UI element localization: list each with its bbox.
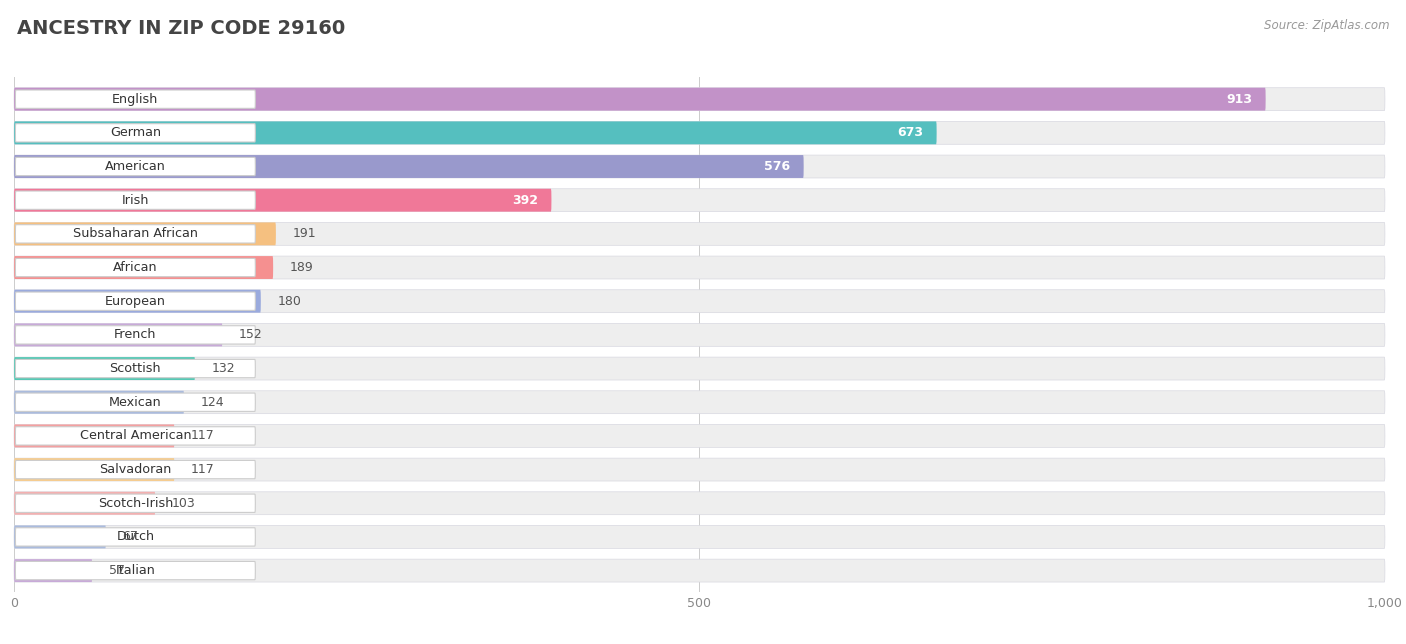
FancyBboxPatch shape: [14, 357, 195, 380]
FancyBboxPatch shape: [15, 225, 256, 243]
FancyBboxPatch shape: [15, 292, 256, 310]
FancyBboxPatch shape: [14, 189, 551, 212]
FancyBboxPatch shape: [14, 290, 262, 312]
FancyBboxPatch shape: [14, 391, 1385, 413]
Text: Italian: Italian: [115, 564, 155, 577]
Text: 913: 913: [1226, 93, 1251, 106]
FancyBboxPatch shape: [15, 191, 256, 209]
Text: Scottish: Scottish: [110, 362, 162, 375]
Text: Subsaharan African: Subsaharan African: [73, 227, 198, 240]
FancyBboxPatch shape: [14, 121, 1385, 144]
Text: ANCESTRY IN ZIP CODE 29160: ANCESTRY IN ZIP CODE 29160: [17, 19, 344, 39]
Text: 392: 392: [512, 194, 537, 207]
FancyBboxPatch shape: [14, 88, 1385, 111]
Text: 132: 132: [211, 362, 235, 375]
Text: 576: 576: [763, 160, 790, 173]
Text: Scotch-Irish: Scotch-Irish: [97, 497, 173, 510]
Text: 117: 117: [191, 463, 215, 476]
FancyBboxPatch shape: [15, 90, 256, 108]
FancyBboxPatch shape: [14, 222, 276, 245]
Text: 117: 117: [191, 430, 215, 442]
Text: African: African: [112, 261, 157, 274]
Text: 180: 180: [277, 295, 301, 308]
FancyBboxPatch shape: [15, 258, 256, 277]
Text: 67: 67: [122, 531, 138, 544]
Text: Dutch: Dutch: [117, 531, 155, 544]
Text: German: German: [110, 126, 160, 139]
Text: European: European: [105, 295, 166, 308]
FancyBboxPatch shape: [15, 460, 256, 478]
FancyBboxPatch shape: [14, 88, 1265, 111]
FancyBboxPatch shape: [15, 562, 256, 580]
FancyBboxPatch shape: [15, 494, 256, 513]
FancyBboxPatch shape: [14, 526, 1385, 549]
Text: 124: 124: [201, 395, 224, 409]
FancyBboxPatch shape: [14, 256, 273, 279]
Text: Mexican: Mexican: [110, 395, 162, 409]
FancyBboxPatch shape: [14, 526, 105, 549]
Text: 103: 103: [172, 497, 195, 510]
FancyBboxPatch shape: [15, 326, 256, 344]
Text: Source: ZipAtlas.com: Source: ZipAtlas.com: [1264, 19, 1389, 32]
FancyBboxPatch shape: [14, 458, 174, 481]
FancyBboxPatch shape: [14, 559, 1385, 582]
Text: Irish: Irish: [122, 194, 149, 207]
Text: French: French: [114, 328, 156, 341]
FancyBboxPatch shape: [14, 121, 936, 144]
FancyBboxPatch shape: [14, 559, 93, 582]
FancyBboxPatch shape: [14, 155, 1385, 178]
FancyBboxPatch shape: [14, 492, 1385, 515]
FancyBboxPatch shape: [14, 323, 1385, 346]
FancyBboxPatch shape: [14, 222, 1385, 245]
FancyBboxPatch shape: [15, 157, 256, 176]
FancyBboxPatch shape: [14, 391, 184, 413]
Text: 57: 57: [108, 564, 125, 577]
Text: 191: 191: [292, 227, 316, 240]
Text: Salvadoran: Salvadoran: [100, 463, 172, 476]
FancyBboxPatch shape: [14, 458, 1385, 481]
FancyBboxPatch shape: [14, 256, 1385, 279]
FancyBboxPatch shape: [14, 424, 1385, 448]
FancyBboxPatch shape: [14, 189, 1385, 212]
FancyBboxPatch shape: [15, 427, 256, 445]
FancyBboxPatch shape: [14, 290, 1385, 312]
FancyBboxPatch shape: [15, 124, 256, 142]
Text: 189: 189: [290, 261, 314, 274]
FancyBboxPatch shape: [15, 528, 256, 546]
FancyBboxPatch shape: [15, 359, 256, 378]
Text: 673: 673: [897, 126, 922, 139]
FancyBboxPatch shape: [14, 492, 155, 515]
FancyBboxPatch shape: [14, 323, 222, 346]
FancyBboxPatch shape: [14, 155, 804, 178]
FancyBboxPatch shape: [14, 424, 174, 448]
Text: 152: 152: [239, 328, 263, 341]
Text: American: American: [105, 160, 166, 173]
FancyBboxPatch shape: [15, 393, 256, 412]
Text: English: English: [112, 93, 159, 106]
Text: Central American: Central American: [80, 430, 191, 442]
FancyBboxPatch shape: [14, 357, 1385, 380]
